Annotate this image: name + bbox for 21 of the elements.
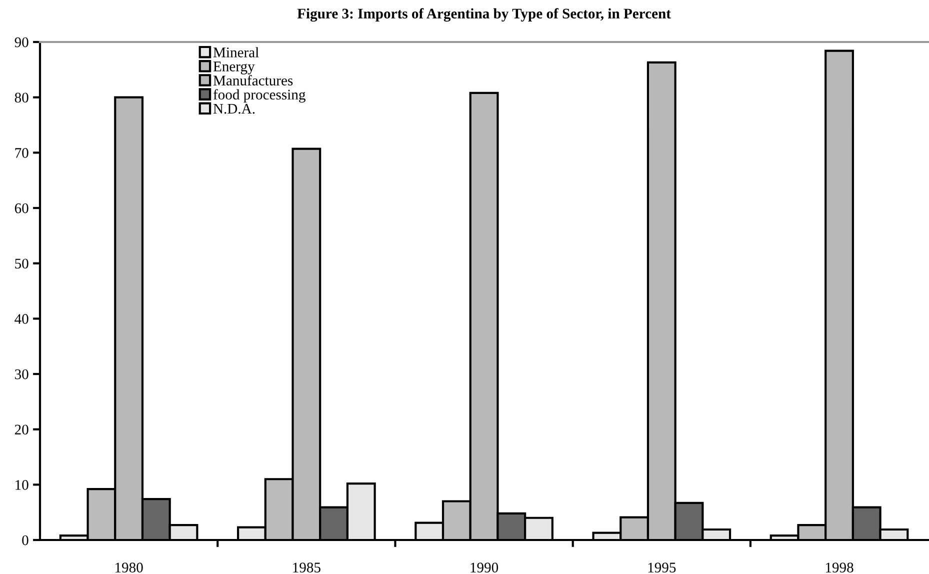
y-tick-label: 20: [14, 424, 28, 435]
x-tick-label: 1995: [648, 562, 676, 572]
x-tick-label: 1980: [116, 562, 143, 572]
y-tick-label: 80: [14, 92, 28, 103]
legend-label: food processing: [213, 89, 306, 103]
x-tick-label: 1990: [470, 562, 498, 572]
legend-label: Manufactures: [213, 75, 293, 86]
y-tick-label: 60: [14, 203, 28, 214]
y-tick-label: 70: [15, 148, 28, 158]
x-tick-label: 1985: [293, 562, 320, 572]
y-tick-label: 40: [14, 314, 28, 324]
y-tick-label: 0: [22, 535, 28, 546]
chart-title: Figure 3: Imports of Argentina by Type of Sector, in Percent: [297, 8, 671, 22]
legend-label: Mineral: [213, 47, 259, 58]
y-tick-label: 90: [14, 37, 28, 48]
legend-label: Energy: [213, 62, 255, 74]
legend-label: N.D.A.: [213, 104, 255, 114]
x-tick-label: 1998: [826, 562, 854, 572]
y-tick-label: 50: [15, 258, 28, 269]
y-tick-label: 30: [15, 369, 28, 380]
y-tick-label: 10: [16, 480, 28, 490]
